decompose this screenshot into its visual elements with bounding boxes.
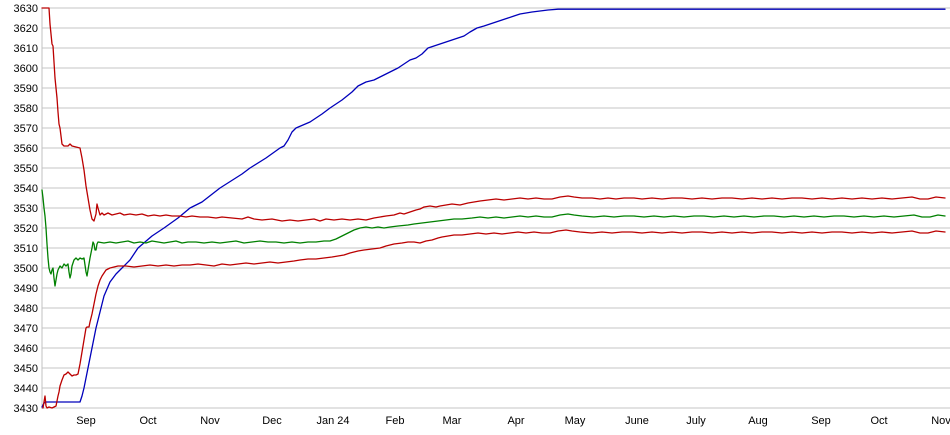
y-axis-tick-label: 3510 <box>14 243 38 255</box>
y-axis-tick-label: 3440 <box>14 383 38 395</box>
y-axis-tick-label: 3540 <box>14 183 38 195</box>
y-axis-tick-label: 3490 <box>14 283 38 295</box>
x-axis-labels: Sep Oct Nov Dec Jan 24 Feb Mar Apr May June July Au… <box>76 415 950 427</box>
y-axis-tick-label: 3600 <box>14 63 38 75</box>
x-axis-tick-label: Oct <box>139 415 156 427</box>
series-blue-line <box>41 8 946 408</box>
series-red-lower-band <box>42 229 946 409</box>
y-axis-tick-label: 3430 <box>14 403 38 415</box>
gridlines <box>42 7 950 409</box>
x-axis-tick-label: Nov <box>931 415 950 427</box>
y-axis-tick-label: 3460 <box>14 343 38 355</box>
x-axis-tick-label: Mar <box>443 415 462 427</box>
y-axis-tick-label: 3520 <box>14 223 38 235</box>
y-axis-tick-label: 3450 <box>14 363 38 375</box>
y-axis-tick-label: 3500 <box>14 263 38 275</box>
y-axis-tick-label: 3550 <box>14 163 38 175</box>
x-axis-tick-label: Sep <box>76 415 96 427</box>
y-axis-labels: 3630 3620 3610 3600 3590 3580 3570 3560 3550 3540… <box>14 3 38 415</box>
x-axis-tick-label: Dec <box>262 415 282 427</box>
series-group <box>41 7 946 409</box>
y-axis-tick-label: 3590 <box>14 83 38 95</box>
series-red-upper-band <box>41 7 946 222</box>
y-axis-tick-label: 3480 <box>14 303 38 315</box>
x-axis-tick-label: Sep <box>811 415 831 427</box>
x-axis-tick-label: Nov <box>200 415 220 427</box>
x-axis-tick-label: Jan 24 <box>316 415 349 427</box>
y-axis-tick-label: 3620 <box>14 23 38 35</box>
y-axis-tick-label: 3530 <box>14 203 38 215</box>
y-axis-tick-label: 3630 <box>14 3 38 15</box>
y-axis-tick-label: 3610 <box>14 43 38 55</box>
x-axis-tick-label: Aug <box>748 415 768 427</box>
x-axis-tick-label: Oct <box>870 415 887 427</box>
y-axis-tick-label: 3560 <box>14 143 38 155</box>
x-axis-tick-label: May <box>565 415 586 427</box>
series-green-mid-line <box>41 189 946 287</box>
x-axis-tick-label: Apr <box>507 415 524 427</box>
y-axis-tick-label: 3470 <box>14 323 38 335</box>
x-axis-tick-label: July <box>686 415 706 427</box>
x-axis-tick-label: Feb <box>386 415 405 427</box>
x-axis-tick-label: June <box>625 415 649 427</box>
y-axis-tick-label: 3570 <box>14 123 38 135</box>
y-axis-tick-label: 3580 <box>14 103 38 115</box>
